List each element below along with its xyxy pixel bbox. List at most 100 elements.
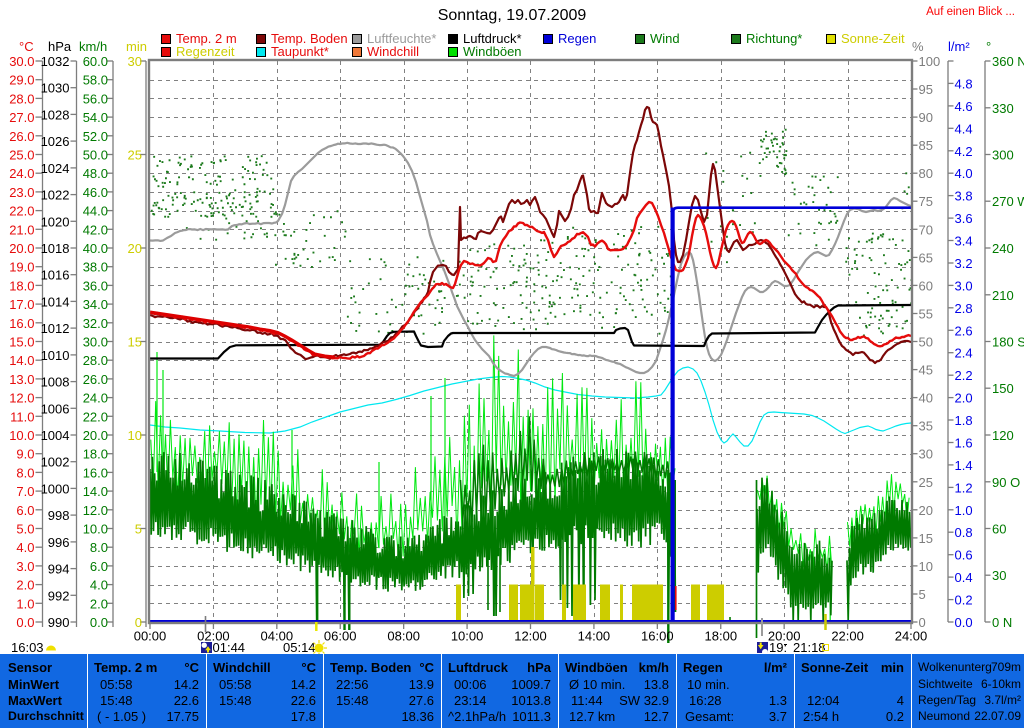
svg-text:26.0: 26.0 [9, 129, 34, 144]
svg-text:1018: 1018 [41, 241, 70, 256]
svg-text:16.0: 16.0 [9, 316, 34, 331]
svg-text:2.0: 2.0 [955, 391, 973, 406]
svg-text:1010: 1010 [41, 348, 70, 363]
svg-text:56.0: 56.0 [83, 91, 108, 106]
svg-text:0.2: 0.2 [955, 593, 973, 608]
svg-text:30: 30 [919, 447, 933, 462]
svg-text:24.0: 24.0 [9, 166, 34, 181]
svg-text:3.0: 3.0 [955, 278, 973, 293]
svg-text:0.0: 0.0 [90, 615, 108, 630]
svg-text:0.4: 0.4 [955, 570, 973, 585]
svg-text:16:00: 16:00 [641, 629, 674, 644]
svg-text:02:00: 02:00 [197, 629, 230, 644]
svg-text:2.4: 2.4 [955, 346, 973, 361]
svg-text:10.0: 10.0 [9, 428, 34, 443]
svg-text:2.0: 2.0 [90, 596, 108, 611]
svg-text:1.0: 1.0 [955, 503, 973, 518]
svg-text:3.4: 3.4 [955, 234, 973, 249]
svg-text:25: 25 [128, 148, 142, 163]
svg-text:17.0: 17.0 [9, 297, 34, 312]
svg-text:996: 996 [48, 535, 70, 550]
svg-text:24:00: 24:00 [895, 629, 928, 644]
svg-text:06:00: 06:00 [324, 629, 357, 644]
svg-text:1032: 1032 [41, 54, 70, 69]
svg-text:16.0: 16.0 [83, 465, 108, 480]
svg-text:1030: 1030 [41, 81, 70, 96]
svg-text:9.0: 9.0 [16, 447, 34, 462]
svg-text:2.0: 2.0 [16, 578, 34, 593]
svg-text:12:00: 12:00 [514, 629, 547, 644]
svg-text:1002: 1002 [41, 455, 70, 470]
svg-text:6.0: 6.0 [90, 559, 108, 574]
svg-text:60.0: 60.0 [83, 54, 108, 69]
svg-text:15: 15 [128, 335, 142, 350]
svg-text:100: 100 [919, 54, 941, 69]
svg-text:1000: 1000 [41, 481, 70, 496]
svg-text:2.6: 2.6 [955, 323, 973, 338]
svg-text:22:00: 22:00 [831, 629, 864, 644]
svg-text:210: 210 [992, 288, 1014, 303]
svg-text:35: 35 [919, 419, 933, 434]
svg-text:3.2: 3.2 [955, 256, 973, 271]
svg-text:20:00: 20:00 [768, 629, 801, 644]
svg-text:1.6: 1.6 [955, 436, 973, 451]
svg-text:1020: 1020 [41, 214, 70, 229]
svg-text:992: 992 [48, 588, 70, 603]
svg-text:8.0: 8.0 [90, 540, 108, 555]
svg-text:18.0: 18.0 [9, 278, 34, 293]
svg-text:120: 120 [992, 428, 1014, 443]
svg-text:1014: 1014 [41, 294, 70, 309]
svg-text:990: 990 [48, 615, 70, 630]
svg-text:4.4: 4.4 [955, 121, 973, 136]
svg-text:1.0: 1.0 [16, 596, 34, 611]
svg-text:12.0: 12.0 [9, 391, 34, 406]
svg-text:30.0: 30.0 [83, 335, 108, 350]
svg-text:30.0: 30.0 [9, 54, 34, 69]
svg-text:11.0: 11.0 [10, 409, 34, 424]
svg-text:5: 5 [919, 587, 926, 602]
svg-text:34.0: 34.0 [83, 297, 108, 312]
svg-text:1.8: 1.8 [955, 413, 973, 428]
svg-text:32.0: 32.0 [83, 316, 108, 331]
svg-text:1.4: 1.4 [955, 458, 973, 473]
svg-text:270 W: 270 W [992, 194, 1024, 209]
svg-text:40.0: 40.0 [83, 241, 108, 256]
svg-text:0: 0 [135, 615, 142, 630]
svg-text:1008: 1008 [41, 375, 70, 390]
svg-text:14.0: 14.0 [9, 353, 34, 368]
svg-text:40: 40 [919, 391, 933, 406]
svg-text:85: 85 [919, 138, 933, 153]
svg-text:20: 20 [919, 503, 933, 518]
svg-text:60: 60 [992, 522, 1006, 537]
svg-text:10: 10 [128, 428, 142, 443]
svg-text:1022: 1022 [41, 188, 70, 203]
svg-text:12.0: 12.0 [83, 503, 108, 518]
svg-text:1016: 1016 [41, 268, 70, 283]
svg-text:998: 998 [48, 508, 70, 523]
svg-text:55: 55 [919, 307, 933, 322]
svg-text:180 S: 180 S [992, 335, 1024, 350]
svg-text:27.0: 27.0 [9, 110, 34, 125]
svg-text:26.0: 26.0 [83, 372, 108, 387]
svg-text:0.0: 0.0 [955, 615, 973, 630]
svg-text:300: 300 [992, 148, 1014, 163]
svg-text:15: 15 [919, 531, 933, 546]
svg-text:22.0: 22.0 [83, 409, 108, 424]
svg-text:1004: 1004 [41, 428, 70, 443]
svg-text:80: 80 [919, 166, 933, 181]
svg-text:46.0: 46.0 [83, 185, 108, 200]
svg-text:1006: 1006 [41, 401, 70, 416]
svg-text:75: 75 [919, 194, 933, 209]
svg-text:0.8: 0.8 [955, 525, 973, 540]
svg-text:3.6: 3.6 [955, 211, 973, 226]
svg-text:48.0: 48.0 [83, 166, 108, 181]
svg-text:240: 240 [992, 241, 1014, 256]
svg-text:0: 0 [919, 615, 926, 630]
svg-text:0.6: 0.6 [955, 548, 973, 563]
svg-text:5: 5 [135, 522, 142, 537]
svg-text:44.0: 44.0 [83, 204, 108, 219]
svg-text:04:00: 04:00 [261, 629, 294, 644]
svg-text:360 N: 360 N [992, 54, 1024, 69]
svg-text:7.0: 7.0 [16, 484, 34, 499]
svg-text:24.0: 24.0 [83, 391, 108, 406]
